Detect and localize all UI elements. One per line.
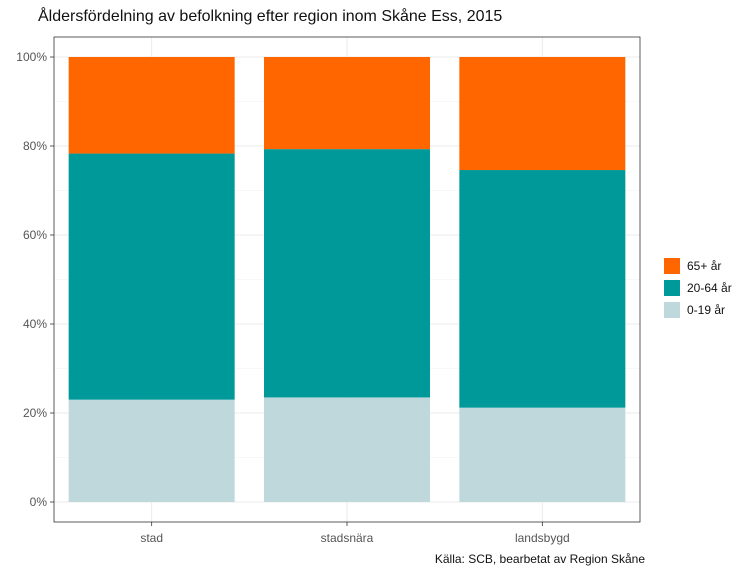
source-note: Källa: SCB, bearbetat av Region Skåne (435, 552, 645, 566)
y-tick-label: 20% (23, 406, 47, 420)
y-tick-label: 80% (23, 139, 47, 153)
bar-20-64-r-landsbygd (459, 170, 625, 408)
legend-item: 0-19 år (664, 299, 732, 321)
legend-label: 20-64 år (687, 281, 732, 295)
legend-swatch (664, 302, 680, 318)
x-tick-label: stadsnära (321, 531, 374, 545)
legend: 65+ år 20-64 år 0-19 år (664, 255, 732, 321)
legend-swatch (664, 258, 680, 274)
bar-65-r-stadsn-ra (264, 57, 430, 149)
bar-20-64-r-stad (69, 154, 235, 400)
legend-swatch (664, 280, 680, 296)
legend-label: 65+ år (687, 259, 721, 273)
bar-0-19-r-landsbygd (459, 408, 625, 502)
y-tick-label: 60% (23, 228, 47, 242)
bar-0-19-r-stadsn-ra (264, 397, 430, 502)
legend-label: 0-19 år (687, 303, 725, 317)
legend-item: 65+ år (664, 255, 732, 277)
y-tick-label: 100% (16, 50, 47, 64)
y-tick-label: 0% (30, 495, 48, 509)
bar-20-64-r-stadsn-ra (264, 149, 430, 397)
x-tick-label: stad (140, 531, 163, 545)
bar-0-19-r-stad (69, 400, 235, 502)
x-tick-label: landsbygd (515, 531, 570, 545)
legend-item: 20-64 år (664, 277, 732, 299)
bar-65-r-stad (69, 57, 235, 154)
bar-65-r-landsbygd (459, 57, 625, 170)
y-tick-label: 40% (23, 317, 47, 331)
